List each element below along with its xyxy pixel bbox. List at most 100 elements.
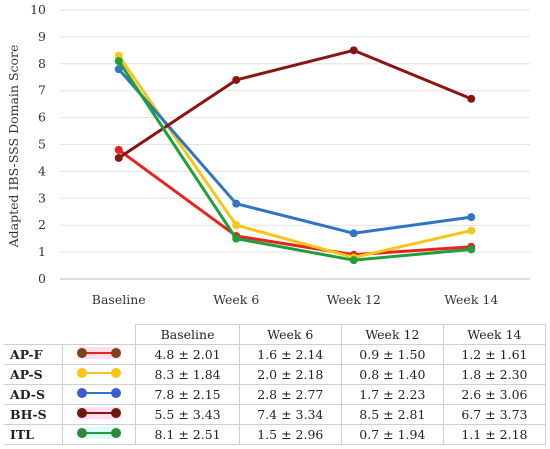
series-line [117, 68, 472, 235]
series-line [117, 48, 472, 160]
table-cell: 2.8 ± 2.77 [238, 384, 342, 405]
table-cell: 1.2 ± 1.61 [442, 344, 547, 365]
table-cell: 2.6 ± 3.06 [442, 384, 547, 405]
swatch-line [80, 412, 119, 414]
swatch-marker [111, 348, 122, 358]
y-tick-label: 6 [38, 110, 46, 125]
y-tick-label: 8 [38, 56, 46, 71]
data-point [232, 75, 241, 84]
legend-swatch [77, 427, 122, 439]
legend-swatch [77, 387, 122, 399]
legend-swatch [77, 367, 122, 379]
swatch-marker [77, 428, 88, 438]
data-point [467, 245, 476, 254]
swatch-marker [77, 348, 88, 358]
table-row: AP-S 8.3 ± 1.84 2.0 ± 2.18 0.8 ± 1.40 1.8 ± … [4, 364, 547, 385]
y-tick-label: 4 [38, 163, 46, 178]
series-name: AP-F [4, 344, 64, 365]
data-point [114, 145, 123, 154]
gridlines [60, 9, 530, 280]
table-cell: 7.4 ± 3.34 [238, 404, 342, 425]
data-point [232, 221, 241, 230]
y-axis-ticks: 0 1 2 3 4 5 6 7 8 9 10 [30, 2, 46, 286]
table-cell: 0.9 ± 1.50 [340, 344, 444, 365]
table-cell: 1.5 ± 2.96 [238, 424, 342, 445]
y-tick-label: 10 [30, 2, 46, 17]
table-cell: 2.0 ± 2.18 [238, 364, 342, 385]
table-cell: 1.6 ± 2.14 [238, 344, 342, 365]
series-bh-s [114, 46, 476, 162]
legend-swatch [77, 407, 122, 419]
swatch-marker [77, 408, 88, 418]
data-table: Baseline Week 6 Week 12 Week 14 AP-F 4.8 … [4, 324, 547, 445]
table-cell: 1.7 ± 2.23 [340, 384, 444, 405]
series-itl [114, 57, 476, 265]
swatch-marker [111, 368, 122, 378]
data-point [114, 153, 123, 162]
table-cell: 1.8 ± 2.30 [442, 364, 547, 385]
table-cell: 8.1 ± 2.51 [135, 424, 240, 445]
series-line [117, 60, 472, 262]
swatch-marker [111, 428, 122, 438]
table-cell: 0.7 ± 1.94 [340, 424, 444, 445]
swatch-line [80, 372, 119, 374]
x-tick-label: Week 14 [444, 292, 498, 307]
series-lines [114, 46, 476, 265]
data-point [232, 199, 241, 208]
y-tick-label: 1 [38, 244, 46, 259]
x-axis-ticks: Baseline Week 6 Week 12 Week 14 [92, 292, 499, 307]
series-line [117, 148, 472, 257]
y-tick-label: 3 [38, 190, 46, 205]
series-name: AD-S [4, 384, 64, 405]
legend-swatch-cell [62, 424, 137, 445]
table-cell: 1.1 ± 2.18 [442, 424, 547, 445]
swatch-marker [111, 408, 122, 418]
legend-swatch-cell [62, 404, 137, 425]
x-tick-label: Week 12 [327, 292, 381, 307]
swatch-marker [111, 388, 122, 398]
legend-swatch-cell [62, 364, 137, 385]
table-cell: 8.5 ± 2.81 [340, 404, 444, 425]
series-name: ITL [4, 424, 64, 445]
data-point [114, 65, 123, 74]
swatch-marker [77, 368, 88, 378]
data-point [467, 226, 476, 235]
y-axis-label: Adapted IBS-SSS Domain Score [6, 45, 21, 249]
table-cell: 6.7 ± 3.73 [442, 404, 547, 425]
data-point [349, 46, 358, 55]
swatch-line [80, 392, 119, 394]
series-name: AP-S [4, 364, 64, 385]
series-ap-s [114, 51, 476, 262]
data-point [114, 57, 123, 66]
table-cell: 5.5 ± 3.43 [135, 404, 240, 425]
data-point [467, 94, 476, 103]
legend-swatch-cell [62, 384, 137, 405]
data-point [232, 234, 241, 243]
table-row: ITL 8.1 ± 2.51 1.5 ± 2.96 0.7 ± 1.94 1.1 ± 2… [4, 424, 547, 445]
table-row: AD-S 7.8 ± 2.15 2.8 ± 2.77 1.7 ± 2.23 2.6 ± … [4, 384, 547, 405]
legend-swatch [77, 347, 122, 359]
data-point [349, 229, 358, 238]
x-tick-label: Week 6 [213, 292, 259, 307]
swatch-line [80, 352, 119, 354]
x-tick-label: Baseline [92, 292, 146, 307]
y-tick-label: 7 [38, 83, 46, 98]
column-header: Week 12 [340, 324, 444, 345]
swatch-marker [77, 388, 88, 398]
y-tick-label: 5 [38, 137, 46, 152]
swatch-line [80, 432, 119, 434]
y-tick-label: 2 [38, 217, 46, 232]
column-header: Week 6 [238, 324, 342, 345]
series-name: BH-S [4, 404, 64, 425]
table-header-row: Baseline Week 6 Week 12 Week 14 [4, 324, 547, 345]
table-row: AP-F 4.8 ± 2.01 1.6 ± 2.14 0.9 ± 1.50 1.2 ± … [4, 344, 547, 365]
y-tick-label: 9 [38, 29, 46, 44]
legend-swatch-cell [62, 344, 137, 365]
y-tick-label: 0 [38, 271, 46, 286]
data-point [349, 256, 358, 265]
table-cell: 0.8 ± 1.40 [340, 364, 444, 385]
table-cell: 7.8 ± 2.15 [135, 384, 240, 405]
data-point [467, 213, 476, 222]
line-chart: 0 1 2 3 4 5 6 7 8 9 10 Baseline Week 6 Week 12 Week 1… [6, 2, 530, 307]
table-cell: 4.8 ± 2.01 [135, 344, 240, 365]
